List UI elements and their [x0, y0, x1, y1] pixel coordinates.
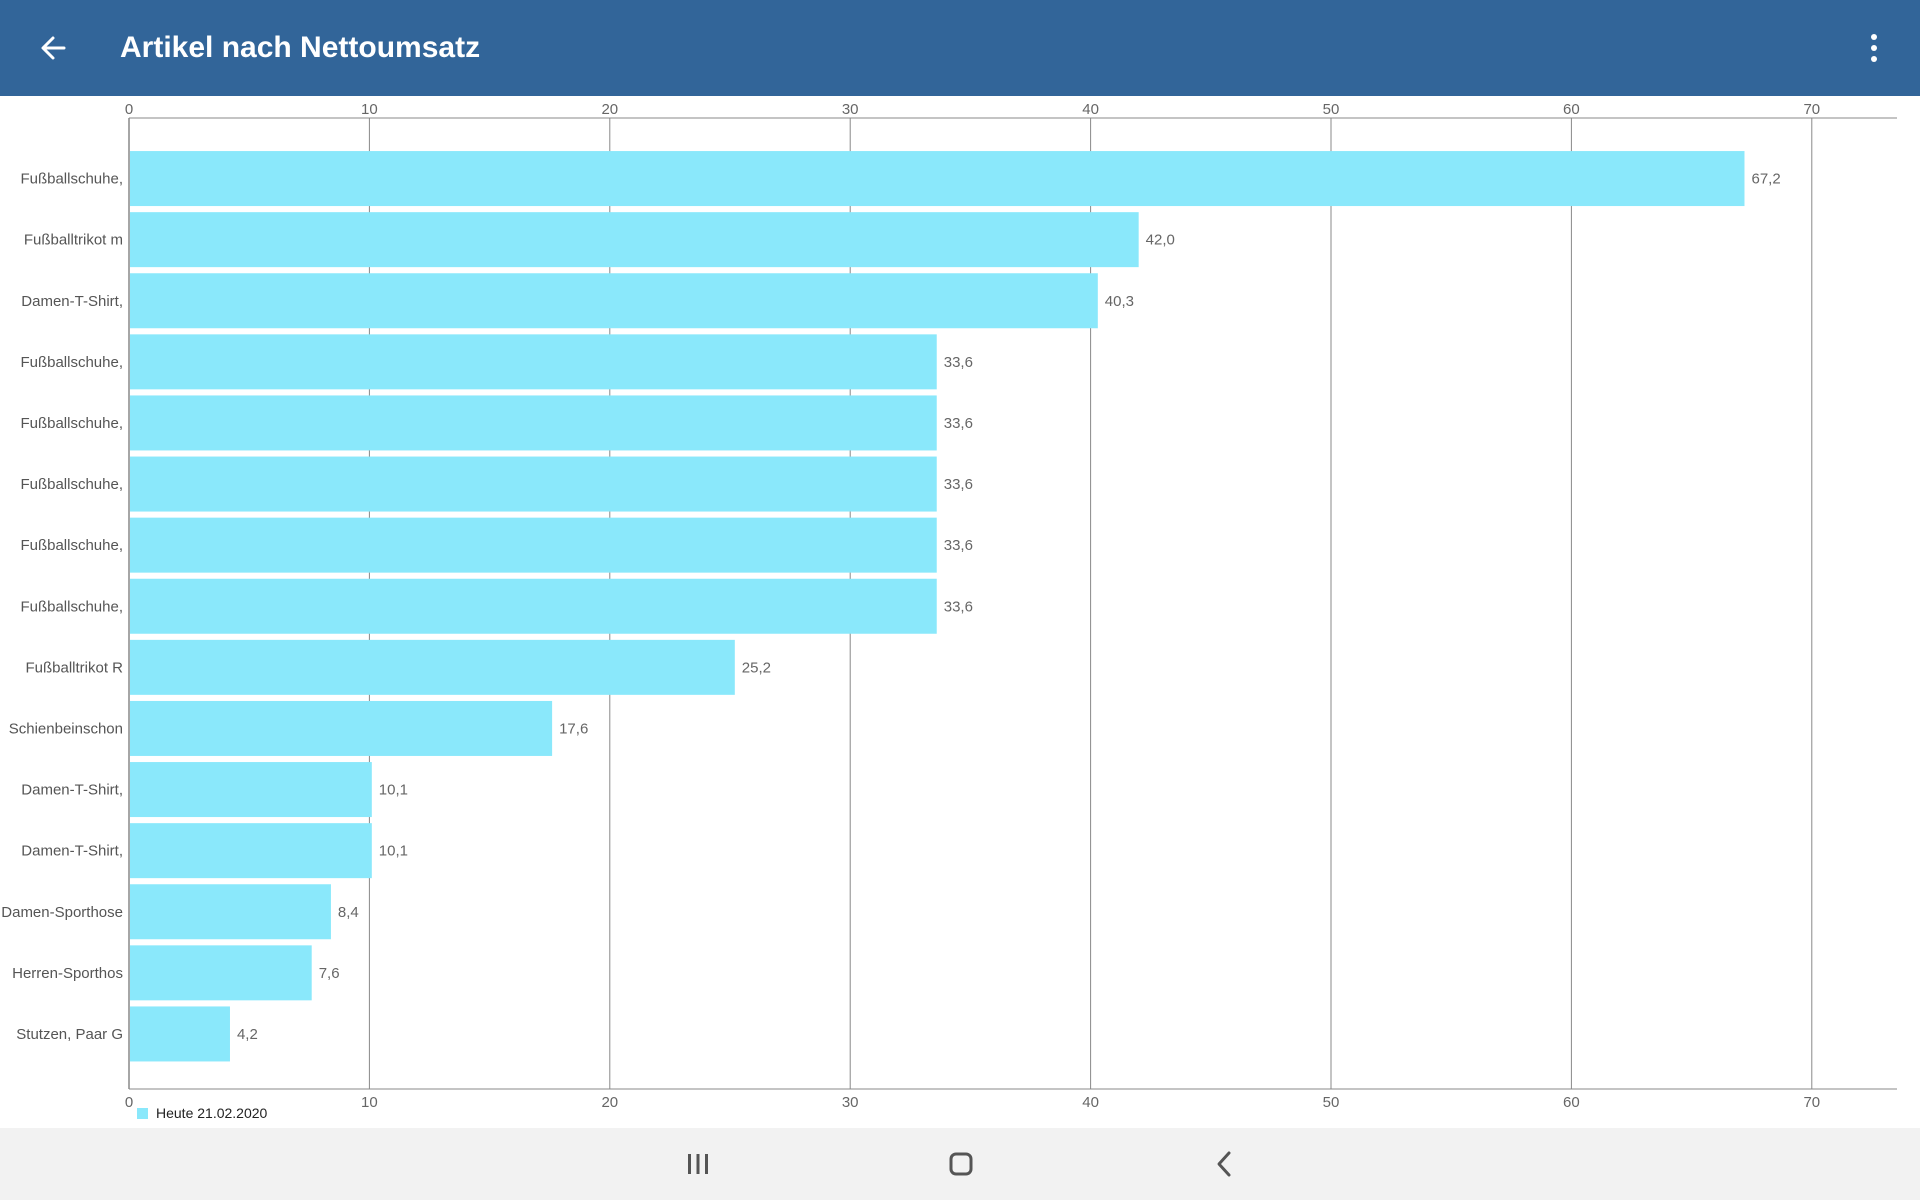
back-button[interactable]	[32, 24, 76, 72]
data-label: 33,6	[944, 415, 973, 432]
bar	[130, 273, 1098, 329]
back-chevron-icon	[1217, 1151, 1231, 1177]
bar-chart: 0 0 10 10 20 20 30 30 40 40 50 50 60 60 70 70 Fußballsch…	[1, 101, 1897, 1121]
home-button[interactable]	[931, 1140, 991, 1188]
bar	[130, 1006, 230, 1062]
data-label: 4,2	[237, 1026, 258, 1043]
home-icon	[949, 1152, 973, 1176]
data-label: 10,1	[379, 782, 408, 799]
bar	[130, 700, 553, 756]
category-label: Damen-T-Shirt,	[21, 843, 123, 860]
data-label: 33,6	[944, 476, 973, 493]
chart-area: 0 0 10 10 20 20 30 30 40 40 50 50 60 60 70 70 Fußballsch…	[0, 96, 1920, 1128]
category-label: Damen-Sporthose	[1, 904, 123, 921]
bar	[130, 823, 372, 879]
bar	[130, 151, 1745, 207]
x-tick-label-bottom: 50	[1323, 1094, 1340, 1111]
recent-apps-button[interactable]	[668, 1140, 728, 1188]
data-label: 10,1	[379, 843, 408, 860]
bar	[130, 945, 312, 1001]
data-label: 17,6	[559, 720, 588, 737]
bar	[130, 578, 937, 634]
app-bar: Artikel nach Nettoumsatz	[0, 0, 1920, 96]
data-label: 33,6	[944, 537, 973, 554]
x-tick-label-bottom: 70	[1803, 1094, 1820, 1111]
category-label: Fußballschuhe,	[20, 598, 123, 615]
category-label: Fußballtrikot R	[25, 659, 123, 676]
x-tick-label-top: 60	[1563, 101, 1580, 118]
data-label: 33,6	[944, 354, 973, 371]
data-label: 42,0	[1146, 232, 1175, 249]
more-options-button[interactable]	[1856, 28, 1892, 68]
x-tick-label-bottom: 30	[842, 1094, 859, 1111]
data-label: 40,3	[1105, 293, 1134, 310]
x-tick-label-bottom: 10	[361, 1094, 378, 1111]
category-label: Fußballschuhe,	[20, 537, 123, 554]
x-tick-label-top: 70	[1803, 101, 1820, 118]
x-tick-label-top: 40	[1082, 101, 1099, 118]
x-tick-label-top: 50	[1323, 101, 1340, 118]
system-back-button[interactable]	[1194, 1140, 1254, 1188]
bar	[130, 762, 372, 818]
category-label: Fußballschuhe,	[20, 476, 123, 493]
arrow-left-icon	[41, 36, 66, 60]
system-navigation-bar	[0, 1128, 1920, 1200]
data-label: 25,2	[742, 659, 771, 676]
category-label: Fußballschuhe,	[20, 171, 123, 188]
category-label: Damen-T-Shirt,	[21, 293, 123, 310]
legend-swatch	[137, 1108, 148, 1119]
x-tick-label-bottom: 20	[601, 1094, 618, 1111]
x-tick-label-top: 10	[361, 101, 378, 118]
category-label: Fußballtrikot m	[24, 232, 123, 249]
x-tick-label-top: 0	[125, 101, 133, 118]
bar	[130, 884, 331, 940]
category-label: Fußballschuhe,	[20, 415, 123, 432]
recent-apps-icon	[688, 1154, 708, 1174]
x-tick-label-bottom: 60	[1563, 1094, 1580, 1111]
data-label: 7,6	[319, 965, 340, 982]
bar	[130, 456, 937, 512]
data-label: 8,4	[338, 904, 359, 921]
category-label: Damen-T-Shirt,	[21, 782, 123, 799]
more-vertical-icon	[1871, 34, 1877, 62]
data-label: 33,6	[944, 598, 973, 615]
category-label: Herren-Sporthos	[12, 965, 123, 982]
x-tick-label-top: 30	[842, 101, 859, 118]
bar	[130, 334, 937, 390]
x-tick-label-bottom: 40	[1082, 1094, 1099, 1111]
data-label: 67,2	[1751, 171, 1780, 188]
x-tick-label-top: 20	[601, 101, 618, 118]
category-label: Fußballschuhe,	[20, 354, 123, 371]
category-label: Schienbeinschon	[9, 720, 123, 737]
bar	[130, 395, 937, 451]
x-tick-label-bottom: 0	[125, 1094, 133, 1111]
bar	[130, 517, 937, 573]
legend-label: Heute 21.02.2020	[156, 1105, 268, 1121]
category-label: Stutzen, Paar G	[16, 1026, 123, 1043]
bar	[130, 639, 735, 695]
page-title: Artikel nach Nettoumsatz	[120, 31, 481, 64]
bar	[130, 212, 1139, 268]
